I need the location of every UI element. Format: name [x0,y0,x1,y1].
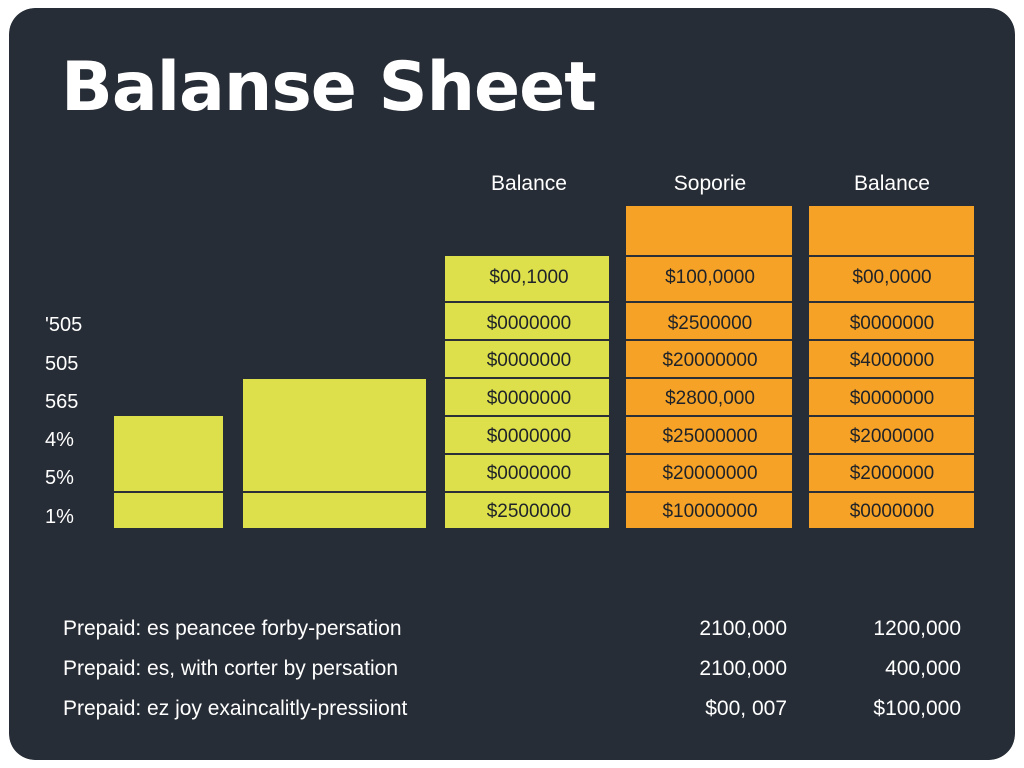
cell-value: $0000000 [486,388,572,409]
bar-segment-divider [243,491,426,493]
bar-segment-divider [809,301,974,303]
column-header-balance-2: Balance [854,172,930,195]
bar-segment-divider [809,491,974,493]
cell-value: $0000000 [849,501,935,522]
cell-value: $20000000 [662,463,758,484]
y-tick-label: 505 [45,353,79,375]
bar-segment-divider [626,255,792,257]
bar-segment-divider [626,453,792,455]
y-tick-label: '505 [45,314,83,336]
bar-segment-divider [445,415,609,417]
bar-segment-divider [809,255,974,257]
cell-value: $0000000 [486,350,572,371]
cell-value: $00,1000 [489,267,569,288]
balance-sheet-card: Balanse Sheet Balance Soporie Balance '5… [9,8,1015,760]
cell-value: $2800,000 [665,388,755,409]
row-value: 1200,000 [873,617,961,640]
cell-value: $20000000 [662,350,758,371]
cell-value: $2000000 [849,463,935,484]
cell-value: $0000000 [486,426,572,447]
row-label: Prepaid: es, with corter by persation [63,657,398,680]
cell-value: $0000000 [849,313,935,334]
cell-value: $0000000 [486,313,572,334]
row-value: 2100,000 [699,617,787,640]
bar-1 [114,416,223,528]
bar-segment-divider [626,301,792,303]
bars-layer [114,206,974,528]
cell-value: $10000000 [662,501,758,522]
row-value: 2100,000 [699,657,787,680]
chart-canvas [9,8,1015,760]
row-value: 400,000 [885,657,961,680]
bar-segment-divider [445,377,609,379]
page-title: Balanse Sheet [61,48,597,127]
cell-value: $4000000 [849,350,935,371]
bar-segment-divider [809,453,974,455]
y-tick-label: 5% [45,467,74,489]
bar-segment-divider [809,339,974,341]
row-label: Prepaid: es peancee forby-persation [63,617,402,640]
bar-segment-divider [809,415,974,417]
bar-segment-divider [626,377,792,379]
bar-segment-divider [445,339,609,341]
column-header-soporie: Soporie [673,172,747,195]
bar-segment-divider [445,301,609,303]
bar-segment-divider [114,491,223,493]
cell-value: $100,0000 [665,267,755,288]
bar-2 [243,379,426,528]
cell-value: $0000000 [486,463,572,484]
cell-value: $2000000 [849,426,935,447]
bar-5 [809,206,974,528]
bar-segment-divider [445,453,609,455]
bar-segment-divider [626,491,792,493]
y-tick-label: 4% [45,429,74,451]
column-header-balance: Balance [491,172,567,195]
bar-segment-divider [626,415,792,417]
bar-segment-divider [626,339,792,341]
bar-segment-divider [445,491,609,493]
cell-value: $2500000 [486,501,572,522]
row-value: $100,000 [873,697,961,720]
bar-segment-divider [809,377,974,379]
y-tick-label: 565 [45,391,79,413]
y-tick-label: 1% [45,506,74,528]
cell-value: $00,0000 [852,267,932,288]
row-value: $00, 007 [705,697,787,720]
cell-value: $0000000 [849,388,935,409]
cell-value: $2500000 [667,313,753,334]
bar-4 [626,206,792,528]
row-label: Prepaid: ez joy exaincalitly-pressiiont [63,697,408,720]
cell-value: $25000000 [662,426,758,447]
